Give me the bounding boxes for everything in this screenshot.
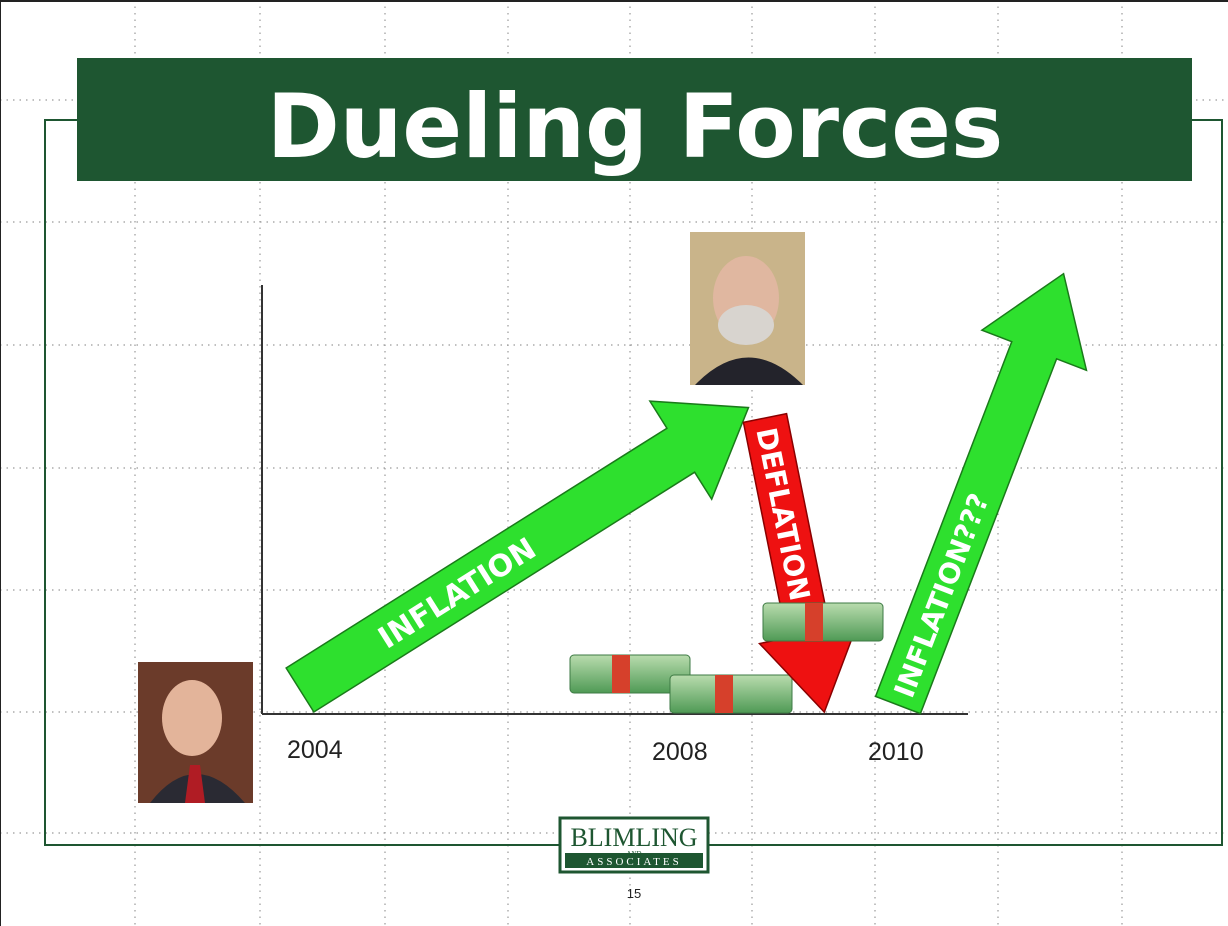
page-number: 15 (627, 886, 641, 901)
logo-associates: ASSOCIATES (586, 856, 681, 868)
logo: BLIMLING AND ASSOCIATES (560, 818, 708, 872)
photo-bernanke (690, 232, 805, 385)
logo-name: BLIMLING (570, 823, 697, 852)
year-label: 2010 (868, 738, 924, 766)
slide: Dueling Forces 2004 2008 2010 INFLATION … (0, 0, 1228, 926)
title: Dueling Forces (267, 75, 1004, 178)
year-label: 2008 (652, 738, 708, 766)
photo-greenspan (138, 662, 253, 803)
year-label: 2004 (287, 736, 343, 764)
money-stack (670, 675, 792, 713)
money-stack (763, 603, 883, 641)
